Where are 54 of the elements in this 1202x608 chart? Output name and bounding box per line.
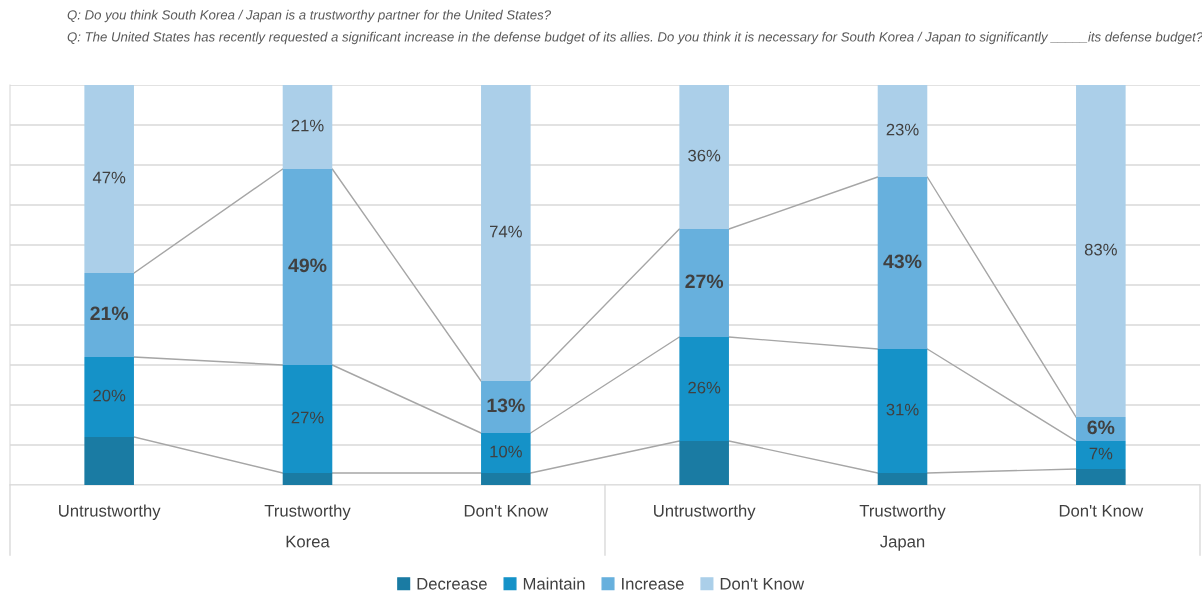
bar <box>679 229 729 337</box>
bar <box>282 85 333 169</box>
bar <box>481 473 531 485</box>
bar <box>481 433 531 473</box>
bar <box>679 85 729 229</box>
data-label: 20% <box>93 389 126 402</box>
data-label: 27% <box>291 411 324 424</box>
bar <box>679 441 729 485</box>
legend-label: Increase <box>622 578 684 590</box>
bar <box>679 337 729 441</box>
bar <box>481 85 531 381</box>
x-tick-label: Don't Know <box>1059 505 1144 517</box>
bar <box>877 473 928 485</box>
chart-title: Q: Do you think South Korea / Japan is a trustworthy partner for the United States? <box>67 9 552 23</box>
legend-label: Decrease <box>417 578 487 590</box>
data-label: 21% <box>90 306 129 321</box>
x-tick-label: Trustworthy <box>264 504 351 520</box>
data-label: 7% <box>1089 447 1113 460</box>
data-label: 10% <box>490 445 522 458</box>
bar <box>481 381 531 433</box>
data-label: 23% <box>886 123 919 136</box>
x-tick-label: Trustworthy <box>859 504 946 520</box>
data-label: 26% <box>688 381 721 394</box>
bar <box>1076 441 1126 469</box>
bar <box>84 85 134 273</box>
bar <box>282 169 333 365</box>
bar <box>877 177 928 349</box>
data-label: 21% <box>291 119 324 132</box>
x-tick-label: Untrustworthy <box>59 504 161 520</box>
data-label: 49% <box>288 258 327 273</box>
data-label: 13% <box>487 398 525 413</box>
x-tick-label: Untrustworthy <box>654 504 756 520</box>
data-label: 83% <box>1084 243 1117 256</box>
bar <box>282 365 333 473</box>
data-label: 36% <box>688 149 721 162</box>
bar <box>1076 469 1126 485</box>
bar <box>84 437 134 485</box>
data-label: 47% <box>92 171 126 184</box>
text: Japan <box>880 535 925 551</box>
bar <box>84 273 134 357</box>
text: Korea <box>286 535 330 548</box>
data-label: 6% <box>1087 420 1115 435</box>
bar <box>877 85 928 177</box>
bar <box>84 357 134 437</box>
bar <box>1076 85 1126 417</box>
data-label: 43% <box>883 254 922 269</box>
x-tick-label: Don't Know <box>464 505 549 517</box>
legend-label: Maintain <box>523 577 585 590</box>
bar <box>877 349 928 473</box>
legend-label: Don't Know <box>720 578 805 590</box>
bar <box>282 473 333 485</box>
data-label: 27% <box>685 274 724 289</box>
data-label: 74% <box>490 225 522 238</box>
data-label: 31% <box>886 403 919 416</box>
